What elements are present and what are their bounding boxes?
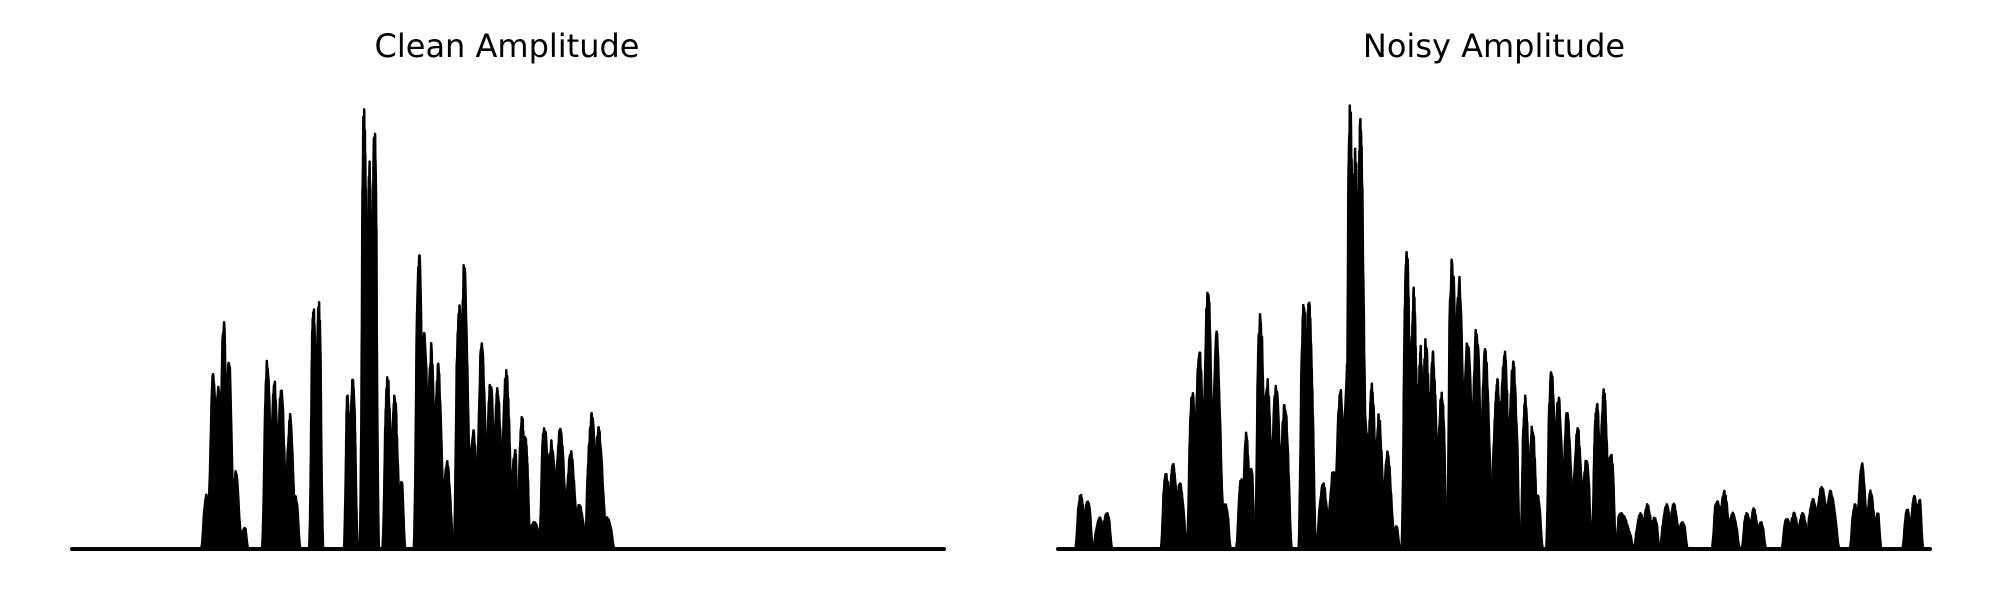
- amplitude-burst: [1900, 494, 1925, 551]
- amplitude-burst: [1848, 462, 1883, 551]
- amplitude-burst: [358, 108, 381, 551]
- amplitude-burst: [1344, 104, 1370, 551]
- amplitude-burst: [342, 378, 360, 551]
- amplitude-burst: [1419, 338, 1449, 551]
- amplitude-burst: [1740, 507, 1768, 551]
- amplitude-burst: [199, 320, 250, 551]
- amplitude-burst: [1804, 485, 1841, 551]
- amplitude-burst: [538, 427, 588, 551]
- amplitude-burst: [515, 415, 532, 551]
- chart-title-clean: Clean Amplitude: [375, 27, 640, 65]
- amplitude-burst: [1185, 291, 1232, 551]
- amplitude-burst: [260, 359, 302, 551]
- amplitude-burst: [1632, 502, 1661, 551]
- amplitude-burst: [1780, 511, 1811, 551]
- amplitude-burst: [452, 263, 498, 551]
- clean-amplitude-plot: [70, 108, 946, 551]
- amplitude-burst: [1710, 489, 1742, 551]
- amplitude-burst: [1445, 258, 1496, 551]
- amplitude-burst: [1518, 394, 1545, 551]
- amplitude-burst: [1614, 511, 1635, 551]
- amplitude-burst: [1590, 388, 1618, 551]
- amplitude-burst: [1545, 371, 1593, 551]
- amplitude-burst: [412, 254, 456, 551]
- amplitude-burst: [491, 368, 520, 551]
- amplitude-burst: [1234, 431, 1257, 551]
- amplitude-burst: [1400, 250, 1426, 551]
- amplitude-burst: [381, 376, 407, 551]
- amplitude-burst: [1365, 382, 1402, 551]
- amplitude-burst: [1658, 502, 1689, 551]
- amplitude-burst: [1489, 350, 1522, 551]
- chart-title-noisy: Noisy Amplitude: [1363, 27, 1625, 65]
- amplitude-burst: [307, 301, 325, 551]
- amplitude-burst: [583, 411, 616, 551]
- amplitude-burst: [1091, 512, 1114, 551]
- amplitude-burst: [1297, 301, 1318, 551]
- amplitude-burst: [1159, 462, 1189, 551]
- amplitude-burst: [1074, 493, 1095, 551]
- amplitude-burst: [1253, 312, 1293, 551]
- noisy-amplitude-plot: [1056, 104, 1932, 551]
